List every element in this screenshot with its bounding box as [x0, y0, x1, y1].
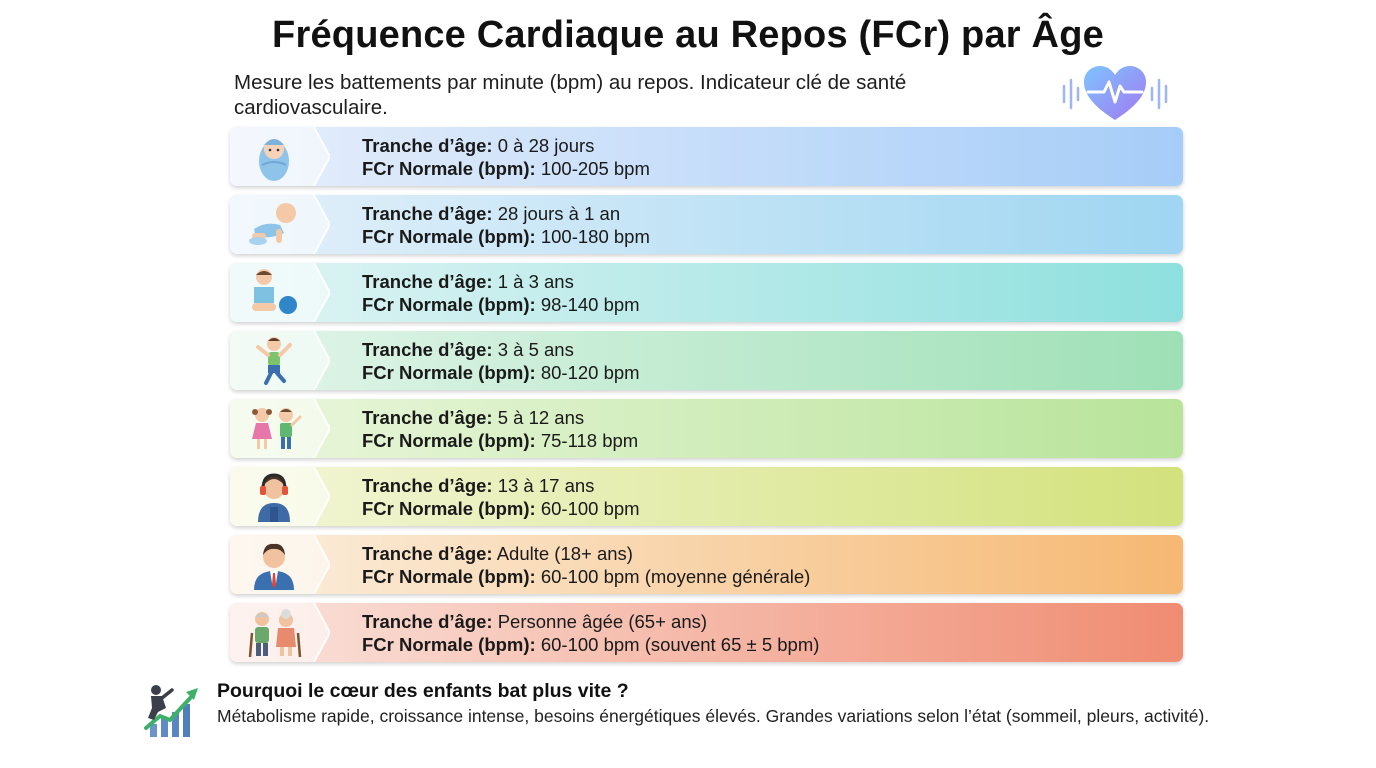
footer-text: Métabolisme rapide, croissance intense, …	[217, 706, 1210, 726]
heart-pulse-icon	[1060, 62, 1170, 124]
age-row-5: Tranche d’âge: 5 à 12 ans FCr Normale (b…	[230, 399, 1183, 458]
age-value: 3 à 5 ans	[497, 339, 574, 360]
elderly-couple-icon	[244, 607, 304, 658]
fcr-value: 98-140 bpm	[540, 294, 640, 315]
age-value: 5 à 12 ans	[497, 407, 585, 428]
teenager-headphones-icon	[244, 471, 304, 522]
age-label: Tranche d’âge:	[362, 203, 493, 224]
age-label: Tranche d’âge:	[362, 475, 493, 496]
fcr-label: FCr Normale (bpm):	[362, 158, 536, 179]
age-row-8: Tranche d’âge: Personne âgée (65+ ans) F…	[230, 603, 1183, 662]
age-label: Tranche d’âge:	[362, 339, 493, 360]
age-row-icon-tab	[230, 263, 330, 322]
fcr-label: FCr Normale (bpm):	[362, 498, 536, 519]
fcr-label: FCr Normale (bpm):	[362, 362, 536, 383]
page-subtitle: Mesure les battements par minute (bpm) a…	[234, 71, 907, 119]
fcr-value: 100-180 bpm	[540, 226, 650, 247]
crawling-baby-icon	[244, 199, 304, 250]
newborn-icon	[244, 131, 304, 182]
age-row-icon-tab	[230, 127, 330, 186]
age-value: 0 à 28 jours	[497, 135, 595, 156]
page-title: Fréquence Cardiaque au Repos (FCr) par Â…	[272, 14, 1104, 56]
age-value: 28 jours à 1 an	[497, 203, 621, 224]
age-row-4: Tranche d’âge: 3 à 5 ans FCr Normale (bp…	[230, 331, 1183, 390]
fcr-label: FCr Normale (bpm):	[362, 634, 536, 655]
fcr-value: 75-118 bpm	[540, 430, 639, 451]
age-row-1: Tranche d’âge: 0 à 28 jours FCr Normale …	[230, 127, 1183, 186]
age-row-2: Tranche d’âge: 28 jours à 1 an FCr Norma…	[230, 195, 1183, 254]
age-label: Tranche d’âge:	[362, 543, 493, 564]
fcr-value: 100-205 bpm	[540, 158, 650, 179]
jumping-child-icon	[244, 335, 304, 386]
age-label: Tranche d’âge:	[362, 271, 493, 292]
age-label: Tranche d’âge:	[362, 407, 493, 428]
two-children-icon	[244, 403, 304, 454]
fcr-value: 60-100 bpm (souvent 65 ± 5 bpm)	[540, 634, 820, 655]
growth-chart-icon	[142, 682, 202, 740]
age-row-icon-tab	[230, 467, 330, 526]
age-label: Tranche d’âge:	[362, 135, 493, 156]
fcr-value: 60-100 bpm (moyenne générale)	[540, 566, 811, 587]
fcr-value: 60-100 bpm	[540, 498, 640, 519]
adult-man-icon	[244, 539, 304, 590]
heart-rate-table: Tranche d’âge: 0 à 28 jours FCr Normale …	[230, 127, 1183, 671]
age-row-6: Tranche d’âge: 13 à 17 ans FCr Normale (…	[230, 467, 1183, 526]
fcr-value: 80-120 bpm	[540, 362, 640, 383]
fcr-label: FCr Normale (bpm):	[362, 226, 536, 247]
fcr-label: FCr Normale (bpm):	[362, 430, 536, 451]
age-row-icon-tab	[230, 535, 330, 594]
age-value: Personne âgée (65+ ans)	[497, 611, 708, 632]
age-row-icon-tab	[230, 603, 330, 662]
age-row-3: Tranche d’âge: 1 à 3 ans FCr Normale (bp…	[230, 263, 1183, 322]
age-row-icon-tab	[230, 399, 330, 458]
fcr-label: FCr Normale (bpm):	[362, 566, 536, 587]
fcr-label: FCr Normale (bpm):	[362, 294, 536, 315]
footer-title: Pourquoi le cœur des enfants bat plus vi…	[217, 680, 629, 702]
toddler-ball-icon	[244, 267, 304, 318]
age-row-icon-tab	[230, 195, 330, 254]
age-value: Adulte (18+ ans)	[496, 543, 633, 564]
age-row-7: Tranche d’âge: Adulte (18+ ans) FCr Norm…	[230, 535, 1183, 594]
age-row-icon-tab	[230, 331, 330, 390]
age-value: 1 à 3 ans	[497, 271, 574, 292]
age-value: 13 à 17 ans	[497, 475, 595, 496]
age-label: Tranche d’âge:	[362, 611, 493, 632]
